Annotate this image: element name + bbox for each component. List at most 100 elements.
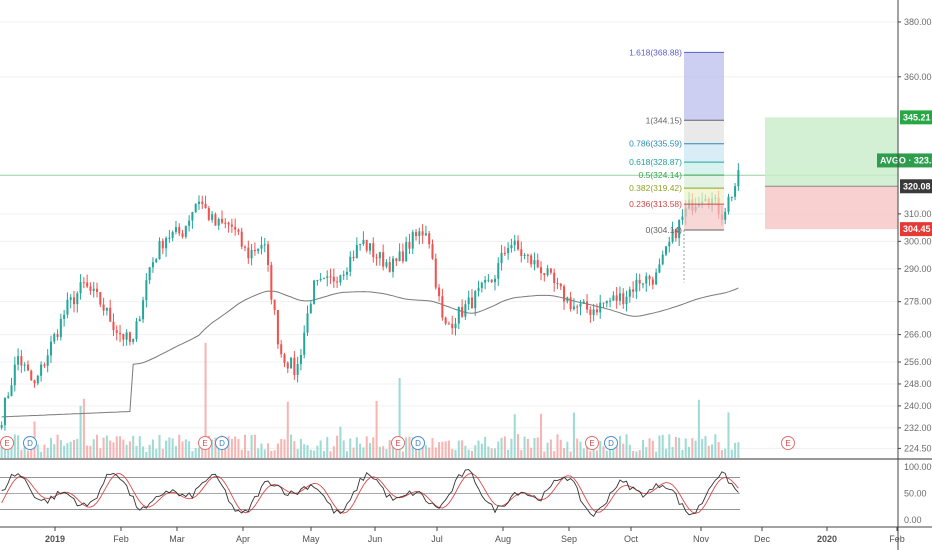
volume-bar xyxy=(99,448,102,458)
volume-bar xyxy=(171,438,174,458)
candle-body xyxy=(227,222,230,225)
candle-body xyxy=(20,356,23,366)
volume-bar xyxy=(388,440,391,458)
volume-bar xyxy=(372,437,375,458)
candle-body xyxy=(168,237,171,239)
candle-body xyxy=(582,301,585,304)
candle-body xyxy=(329,276,332,278)
long-position-box[interactable]: AVGO · 323.54 xyxy=(765,117,932,230)
price-tick-label: 256.00 xyxy=(904,357,932,367)
volume-bar xyxy=(145,451,148,458)
volume-bar xyxy=(549,439,552,458)
last-price-text: 320.08 xyxy=(903,181,931,191)
candle-body xyxy=(536,260,539,268)
candle-body xyxy=(599,302,602,313)
volume-bar xyxy=(165,440,168,458)
candle-body xyxy=(375,257,378,259)
candle-body xyxy=(500,252,503,264)
candle-body xyxy=(392,258,395,272)
volume-bar xyxy=(543,451,546,458)
candle-body xyxy=(66,299,69,315)
volume-bar xyxy=(536,437,539,458)
volume-bar xyxy=(441,441,444,458)
candle-body xyxy=(332,276,335,282)
candle-body xyxy=(339,275,342,283)
time-tick-label: 2019 xyxy=(45,534,65,544)
volume-bar xyxy=(135,445,138,458)
volume-bar xyxy=(359,443,362,458)
candle-body xyxy=(89,286,92,291)
volume-bar xyxy=(174,446,177,458)
stochastic-pane xyxy=(0,458,932,517)
volume-bar xyxy=(655,451,658,458)
candle-body xyxy=(142,300,145,320)
time-tick-label: Nov xyxy=(693,534,710,544)
candle-body xyxy=(293,357,296,375)
candle-body xyxy=(257,248,260,252)
candle-body xyxy=(342,274,345,276)
volume-bar xyxy=(586,443,589,458)
candle-body xyxy=(678,219,681,239)
ma-line xyxy=(1,287,739,418)
volume-bar xyxy=(339,426,342,458)
candle-body xyxy=(487,279,490,281)
volume-bar xyxy=(477,440,480,458)
candle-body xyxy=(434,258,437,288)
volume-bar xyxy=(20,449,23,458)
candle-body xyxy=(428,233,431,245)
stoch-k-line xyxy=(1,469,739,517)
candle-body xyxy=(267,244,270,266)
volume-bar xyxy=(342,440,345,458)
candle-body xyxy=(540,267,543,274)
volume-bar xyxy=(69,441,72,458)
candle-body xyxy=(615,295,618,301)
candle-body xyxy=(217,218,220,226)
volume-bar xyxy=(612,442,615,458)
volume-bar xyxy=(701,439,704,458)
volume-bar xyxy=(707,445,710,458)
fib-level-label: 0.382(319.42) xyxy=(629,183,682,193)
candle-body xyxy=(405,241,408,262)
candle-body xyxy=(503,252,506,254)
candle-body xyxy=(507,248,510,254)
volume-bar xyxy=(296,448,299,458)
candle-body xyxy=(30,370,33,381)
candle-body xyxy=(276,310,279,345)
volume-bar xyxy=(303,444,306,458)
volume-bar xyxy=(66,443,69,458)
volume-bar xyxy=(247,450,250,458)
volume-bar xyxy=(720,450,723,458)
volume-bar xyxy=(332,446,335,458)
candle-body xyxy=(493,278,496,283)
candle-body xyxy=(79,282,82,294)
volume-bar xyxy=(503,436,506,458)
candle-body xyxy=(609,300,612,302)
candle-body xyxy=(63,314,66,319)
candle-body xyxy=(240,231,243,247)
candle-body xyxy=(355,244,358,259)
time-tick-label: Feb xyxy=(889,534,905,544)
candle-body xyxy=(401,251,404,262)
volume-bar xyxy=(415,441,418,458)
candle-body xyxy=(92,288,95,291)
earnings-marker xyxy=(391,436,405,450)
volume-bar xyxy=(63,445,66,458)
candle-body xyxy=(674,229,677,239)
candle-body xyxy=(296,363,299,375)
candle-body xyxy=(316,280,319,282)
volume-bar xyxy=(618,435,621,458)
volume-bar xyxy=(694,440,697,458)
stoch-tick-label: 0.00 xyxy=(904,515,922,525)
candle-body xyxy=(737,170,740,187)
candle-body xyxy=(10,385,13,397)
volume-bar xyxy=(711,444,714,458)
candle-body xyxy=(13,364,16,386)
volume-bar xyxy=(319,440,322,458)
candle-body xyxy=(444,317,447,324)
stoch-tick-label: 100.00 xyxy=(904,462,932,472)
candle-body xyxy=(290,357,293,369)
candle-body xyxy=(441,296,444,318)
volume-bar xyxy=(635,451,638,458)
candle-body xyxy=(641,283,644,285)
